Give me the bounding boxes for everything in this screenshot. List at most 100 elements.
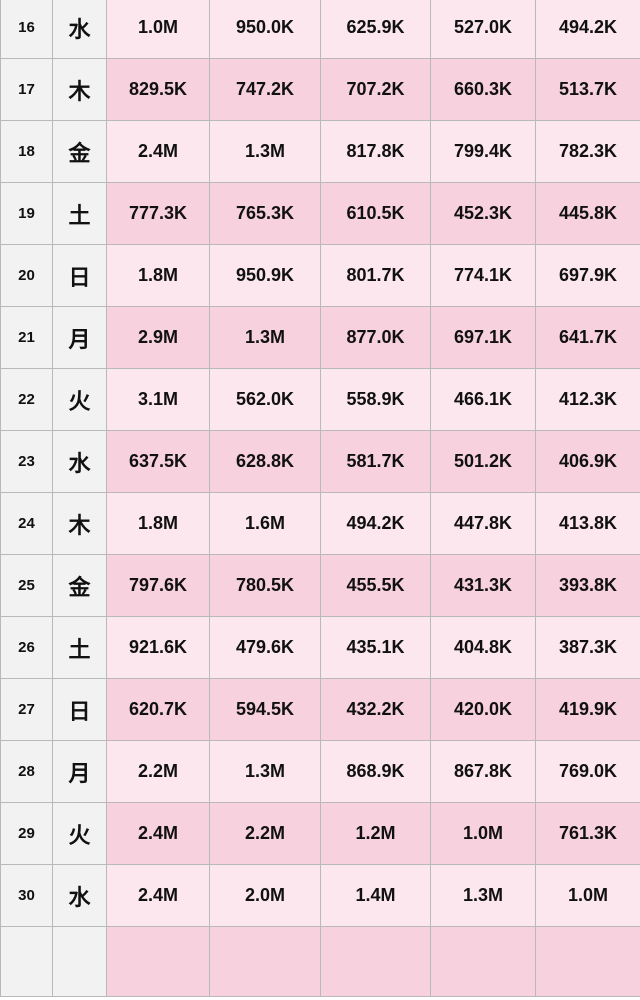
value-cell: 817.8K — [320, 120, 431, 183]
value-cell: 501.2K — [430, 430, 536, 493]
value-cell: 761.3K — [535, 802, 640, 865]
table-row: 22 火 3.1M 562.0K 558.9K 466.1K 412.3K — [0, 368, 640, 431]
value-cell: 406.9K — [535, 430, 640, 493]
day-number-cell: 28 — [0, 740, 53, 803]
value-cell: 387.3K — [535, 616, 640, 679]
day-number-cell: 18 — [0, 120, 53, 183]
value-cell: 558.9K — [320, 368, 431, 431]
value-cell: 2.4M — [106, 120, 210, 183]
value-cell: 2.2M — [209, 802, 321, 865]
weekday-cell: 火 — [52, 368, 107, 431]
weekday-cell: 金 — [52, 120, 107, 183]
value-cell: 1.4M — [320, 864, 431, 927]
value-cell: 620.7K — [106, 678, 210, 741]
value-cell: 513.7K — [535, 58, 640, 121]
value-cell: 455.5K — [320, 554, 431, 617]
value-cell: 877.0K — [320, 306, 431, 369]
table-row: 26 土 921.6K 479.6K 435.1K 404.8K 387.3K — [0, 616, 640, 679]
value-cell: 479.6K — [209, 616, 321, 679]
value-cell: 950.9K — [209, 244, 321, 307]
value-cell: 2.0M — [209, 864, 321, 927]
value-cell: 637.5K — [106, 430, 210, 493]
day-number-cell: 23 — [0, 430, 53, 493]
table-row: 24 木 1.8M 1.6M 494.2K 447.8K 413.8K — [0, 492, 640, 555]
weekday-cell: 水 — [52, 430, 107, 493]
value-cell: 921.6K — [106, 616, 210, 679]
value-cell: 594.5K — [209, 678, 321, 741]
value-cell: 707.2K — [320, 58, 431, 121]
value-cell: 660.3K — [430, 58, 536, 121]
weekday-cell: 木 — [52, 492, 107, 555]
value-cell: 494.2K — [320, 492, 431, 555]
value-cell: 747.2K — [209, 58, 321, 121]
value-cell: 1.3M — [209, 740, 321, 803]
day-number-cell: 30 — [0, 864, 53, 927]
value-cell: 431.3K — [430, 554, 536, 617]
table-row: 19 土 777.3K 765.3K 610.5K 452.3K 445.8K — [0, 182, 640, 245]
table-row: 18 金 2.4M 1.3M 817.8K 799.4K 782.3K — [0, 120, 640, 183]
weekday-cell: 金 — [52, 554, 107, 617]
empty-cell — [320, 926, 431, 997]
value-cell: 447.8K — [430, 492, 536, 555]
table-row: 21 月 2.9M 1.3M 877.0K 697.1K 641.7K — [0, 306, 640, 369]
value-cell: 801.7K — [320, 244, 431, 307]
value-cell: 782.3K — [535, 120, 640, 183]
weekday-cell: 月 — [52, 306, 107, 369]
day-number-cell: 29 — [0, 802, 53, 865]
day-number-cell: 27 — [0, 678, 53, 741]
value-cell: 466.1K — [430, 368, 536, 431]
value-cell: 1.2M — [320, 802, 431, 865]
value-cell: 777.3K — [106, 182, 210, 245]
value-cell: 799.4K — [430, 120, 536, 183]
value-cell: 435.1K — [320, 616, 431, 679]
value-cell: 625.9K — [320, 0, 431, 59]
day-number-cell: 24 — [0, 492, 53, 555]
value-cell: 950.0K — [209, 0, 321, 59]
empty-cell — [209, 926, 321, 997]
day-number-cell: 17 — [0, 58, 53, 121]
value-cell: 1.0M — [106, 0, 210, 59]
value-cell: 1.8M — [106, 492, 210, 555]
value-cell: 774.1K — [430, 244, 536, 307]
value-cell: 697.1K — [430, 306, 536, 369]
value-cell: 1.8M — [106, 244, 210, 307]
value-cell: 780.5K — [209, 554, 321, 617]
empty-cell — [535, 926, 640, 997]
value-cell: 1.0M — [430, 802, 536, 865]
empty-cell — [0, 926, 53, 997]
table-row: 23 水 637.5K 628.8K 581.7K 501.2K 406.9K — [0, 430, 640, 493]
value-cell: 432.2K — [320, 678, 431, 741]
day-number-cell: 20 — [0, 244, 53, 307]
day-number-cell: 22 — [0, 368, 53, 431]
empty-cell — [52, 926, 107, 997]
value-cell: 1.0M — [535, 864, 640, 927]
empty-cell — [106, 926, 210, 997]
value-cell: 413.8K — [535, 492, 640, 555]
value-cell: 697.9K — [535, 244, 640, 307]
value-cell: 452.3K — [430, 182, 536, 245]
value-cell: 527.0K — [430, 0, 536, 59]
value-cell: 412.3K — [535, 368, 640, 431]
weekday-cell: 日 — [52, 678, 107, 741]
value-cell: 419.9K — [535, 678, 640, 741]
value-cell: 2.4M — [106, 864, 210, 927]
value-cell: 404.8K — [430, 616, 536, 679]
table-row: 16 水 1.0M 950.0K 625.9K 527.0K 494.2K — [0, 0, 640, 59]
value-cell: 628.8K — [209, 430, 321, 493]
day-number-cell: 26 — [0, 616, 53, 679]
weekday-cell: 水 — [52, 0, 107, 59]
day-number-cell: 19 — [0, 182, 53, 245]
value-cell: 494.2K — [535, 0, 640, 59]
value-cell: 562.0K — [209, 368, 321, 431]
value-cell: 2.4M — [106, 802, 210, 865]
value-cell: 867.8K — [430, 740, 536, 803]
day-number-cell: 25 — [0, 554, 53, 617]
value-cell: 797.6K — [106, 554, 210, 617]
value-cell: 420.0K — [430, 678, 536, 741]
value-cell: 3.1M — [106, 368, 210, 431]
table-row: 25 金 797.6K 780.5K 455.5K 431.3K 393.8K — [0, 554, 640, 617]
empty-row — [0, 926, 640, 997]
table-row: 29 火 2.4M 2.2M 1.2M 1.0M 761.3K — [0, 802, 640, 865]
table-row: 30 水 2.4M 2.0M 1.4M 1.3M 1.0M — [0, 864, 640, 927]
day-number-cell: 21 — [0, 306, 53, 369]
